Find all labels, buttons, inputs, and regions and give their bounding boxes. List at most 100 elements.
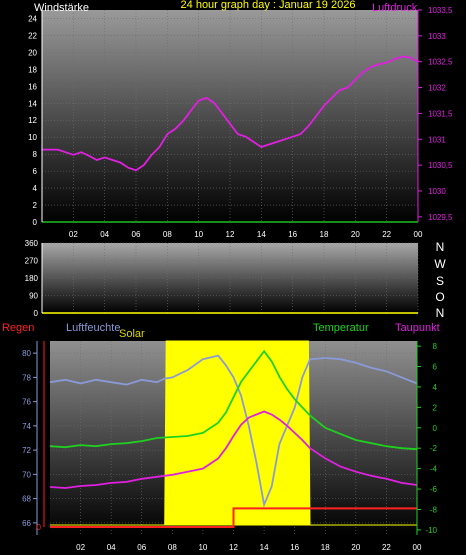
right-tick-label: 1031,5 [428,109,453,118]
x-tick-label: 18 [321,543,330,552]
x-tick-label: 10 [194,230,203,239]
right-tick-label: 1032,5 [428,58,453,67]
series-taupunkt-line [49,410,418,489]
x-tick-label: 14 [260,543,269,552]
x-tick-label: 06 [137,543,146,552]
humidity-tick-label: 72 [22,446,31,455]
series-luftdruck-line [42,55,419,172]
direction-label: N [436,306,445,320]
temp-tick-label: -10 [425,526,437,535]
right-tick-label: 1030 [428,187,446,196]
right-axis-label: Luftdruck [372,2,418,14]
chart-title: 24 hour graph day : Januar 19 2026 [181,0,356,11]
x-tick-label: 08 [163,230,172,239]
temp-tick-label: -6 [430,485,438,494]
direction-label: S [436,274,444,288]
legend-solar: Solar [119,328,145,340]
left-tick-label: 16 [28,82,37,91]
x-tick-label: 22 [382,230,391,239]
left-tick-label: 90 [29,292,38,301]
series [42,55,419,223]
wind-direction-panel: 0 90 180 270 360 N W S O N [25,239,447,320]
plot-area [42,243,418,313]
left-tick-label: 18 [28,65,37,74]
humidity-tick-label: 80 [22,349,31,358]
humidity-tick-label: 74 [22,422,31,431]
x-tick-label: 10 [198,543,207,552]
x-tick-label: 08 [168,543,177,552]
x-tick-label: 00 [413,543,422,552]
rain-tick-label: 0 [37,523,42,532]
humidity-tick-label: 68 [22,495,31,504]
x-tick-label: 02 [69,230,78,239]
legend-regen: Regen [2,322,34,334]
right-tick-label: 1032 [428,84,446,93]
x-tick-label: 04 [107,543,116,552]
x-tick-label: 22 [382,543,391,552]
right-tick-label: 1033,5 [428,6,453,15]
x-tick-label: 00 [414,230,423,239]
humidity-tick-label: 76 [22,398,31,407]
left-axis-label: Windstärke [34,2,89,14]
left-tick-label: 10 [28,133,37,142]
x-tick-label: 16 [288,230,297,239]
humidity-tick-label: 66 [22,519,31,528]
left-tick-label: 270 [25,257,39,266]
left-tick-label: 180 [25,274,39,283]
right-tick-label: 1031 [428,135,446,144]
series [49,340,418,528]
grid [42,10,419,223]
left-tick-label: 20 [28,48,37,57]
right-tick-label: 1033 [428,32,446,41]
direction-label: W [434,257,446,271]
x-tick-label: 14 [257,230,266,239]
temp-tick-label: -2 [430,444,438,453]
left-tick-label: 22 [28,31,37,40]
temp-tick-label: 2 [433,403,438,412]
left-tick-label: 24 [28,14,37,23]
right-tick-label: 1029,5 [428,213,453,222]
axes: 0 90 180 270 360 [25,239,43,318]
legend-temperatur: Temperatur [313,322,369,334]
direction-label: O [435,290,444,304]
left-tick-label: 2 [33,201,38,210]
series-luftfeuchte-line [49,354,418,508]
humidity-tick-label: 78 [22,373,31,382]
temp-tick-label: 6 [433,363,438,372]
series-temperatur-line [49,349,418,451]
left-tick-label: 6 [33,167,38,176]
left-tick-label: 0 [33,218,38,227]
right-tick-label: 1030,5 [428,161,453,170]
x-tick-label: 20 [351,230,360,239]
series-regen-line [50,507,417,528]
left-tick-label: 12 [28,116,37,125]
left-tick-label: 4 [33,184,38,193]
x-tick-label: 04 [100,230,109,239]
temp-tick-label: 8 [433,342,438,351]
x-tick-label: 18 [320,230,329,239]
legend-taupunkt: Taupunkt [395,322,440,334]
x-tick-label: 12 [229,543,238,552]
left-tick-label: 8 [33,150,38,159]
temp-tick-label: 4 [433,383,438,392]
x-tick-label: 20 [351,543,360,552]
left-tick-label: 0 [34,309,39,318]
x-tick-label: 02 [76,543,85,552]
temp-tick-label: 0 [433,424,438,433]
left-tick-label: 360 [25,239,39,248]
series-solar-area [50,340,417,526]
x-tick-label: 06 [132,230,141,239]
humidity-tick-label: 70 [22,470,31,479]
temp-tick-label: -4 [430,465,438,474]
legend-luftfeuchte: Luftfeuchte [66,322,120,334]
temp-tick-label: -8 [430,505,438,514]
direction-label: N [436,240,445,254]
x-tick-label: 12 [226,230,235,239]
left-tick-label: 14 [28,99,37,108]
x-tick-label: 16 [290,543,299,552]
